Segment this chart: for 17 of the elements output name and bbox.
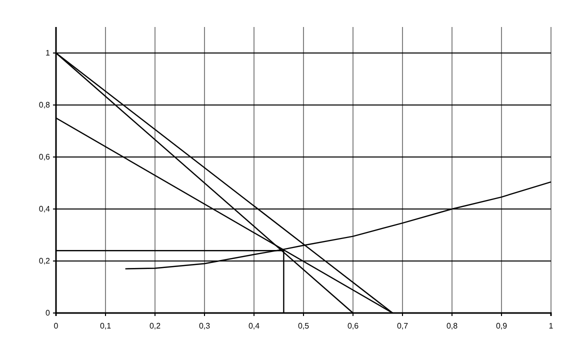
x-tick-label: 0,5 [298, 322, 310, 331]
x-tick-label: 0,9 [496, 322, 508, 331]
x-tick-label: 0,3 [198, 322, 211, 331]
x-tick-label: 0,2 [149, 322, 162, 331]
x-tick-label: 0,8 [446, 322, 458, 331]
x-tick-label: 0,4 [248, 322, 260, 331]
x-tick-label: 0,1 [100, 322, 112, 331]
x-tick-label: 1 [548, 322, 554, 331]
x-tick-label: 0,7 [396, 322, 409, 331]
y-tick-label: 0,6 [38, 152, 51, 162]
x-tick-label: 0 [54, 322, 59, 331]
y-tick-label: 0,2 [38, 256, 51, 266]
y-tick-label: 0 [46, 308, 51, 318]
y-tick-label: 0,4 [38, 204, 51, 214]
y-tick-label: 0,8 [38, 100, 51, 110]
x-tick-label: 0,6 [347, 322, 360, 331]
y-tick-label: 1 [46, 48, 51, 58]
